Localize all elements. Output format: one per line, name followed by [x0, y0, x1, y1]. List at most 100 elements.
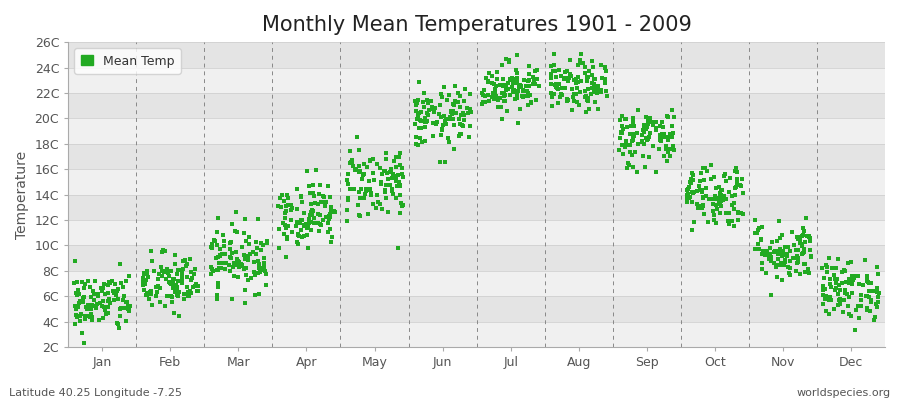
Point	[378, 186, 392, 193]
Point	[390, 183, 404, 189]
Point	[314, 198, 328, 205]
Point	[521, 90, 535, 96]
Point	[94, 288, 109, 294]
Point	[488, 86, 502, 93]
Point	[554, 90, 568, 97]
Point	[481, 92, 495, 98]
Point	[211, 296, 225, 302]
Point	[290, 186, 304, 192]
Point	[170, 292, 184, 298]
Point	[730, 180, 744, 186]
Point	[387, 158, 401, 164]
Point	[716, 196, 730, 203]
Point	[429, 121, 444, 127]
Point	[623, 130, 637, 137]
Point	[714, 202, 728, 209]
Point	[866, 288, 880, 294]
Point	[561, 78, 575, 84]
Point	[297, 222, 311, 228]
Point	[317, 194, 331, 200]
Point	[435, 94, 449, 100]
Point	[203, 264, 218, 270]
Point	[818, 296, 832, 302]
Point	[715, 197, 729, 203]
Point	[648, 118, 662, 125]
Point	[316, 216, 330, 223]
Point	[313, 221, 328, 227]
Point	[695, 205, 709, 211]
Point	[373, 201, 387, 208]
Point	[178, 257, 193, 263]
Point	[142, 296, 157, 302]
Point	[594, 62, 608, 68]
Point	[544, 81, 558, 88]
Point	[453, 104, 467, 110]
Point	[570, 99, 584, 105]
Point	[544, 71, 559, 78]
Point	[456, 117, 471, 124]
Point	[854, 291, 868, 298]
Point	[851, 303, 866, 310]
Point	[729, 184, 743, 190]
Point	[138, 280, 152, 287]
Point	[272, 226, 286, 232]
Point	[819, 294, 833, 300]
Point	[797, 228, 812, 234]
Point	[661, 114, 675, 121]
Point	[587, 76, 601, 82]
Point	[70, 278, 85, 285]
Point	[393, 192, 408, 198]
Point	[191, 288, 205, 294]
Point	[774, 262, 788, 268]
Point	[530, 76, 544, 82]
Point	[292, 220, 307, 226]
Point	[184, 269, 199, 275]
Point	[455, 122, 470, 128]
Point	[652, 132, 667, 138]
Point	[681, 195, 696, 201]
Point	[88, 302, 103, 309]
Point	[144, 248, 158, 254]
Point	[520, 102, 535, 108]
Point	[172, 289, 186, 296]
Point	[512, 82, 526, 89]
Point	[619, 138, 634, 144]
Point	[725, 218, 740, 224]
Point	[135, 282, 149, 288]
Point	[804, 253, 818, 259]
Point	[96, 298, 111, 304]
Point	[378, 168, 392, 175]
Point	[244, 275, 258, 282]
Point	[500, 86, 515, 92]
Point	[487, 81, 501, 87]
Point	[585, 72, 599, 78]
Point	[751, 240, 765, 247]
Point	[577, 70, 591, 76]
Point	[392, 162, 407, 168]
Point	[551, 100, 565, 106]
Point	[585, 80, 599, 86]
Point	[860, 305, 874, 312]
Point	[654, 119, 669, 126]
Point	[505, 74, 519, 81]
Point	[693, 178, 707, 185]
Point	[568, 91, 582, 98]
Point	[616, 151, 630, 158]
Point	[168, 252, 183, 258]
Point	[222, 253, 237, 260]
Point	[218, 266, 232, 272]
Point	[78, 316, 93, 322]
Point	[590, 86, 605, 92]
Point	[795, 241, 809, 248]
Point	[685, 198, 699, 205]
Point	[717, 170, 732, 177]
Point	[67, 280, 81, 286]
Point	[560, 98, 574, 104]
Point	[212, 246, 227, 252]
Point	[392, 162, 407, 168]
Point	[355, 186, 369, 192]
Point	[513, 106, 527, 113]
Point	[722, 188, 736, 195]
Point	[548, 74, 562, 80]
Point	[850, 273, 865, 280]
